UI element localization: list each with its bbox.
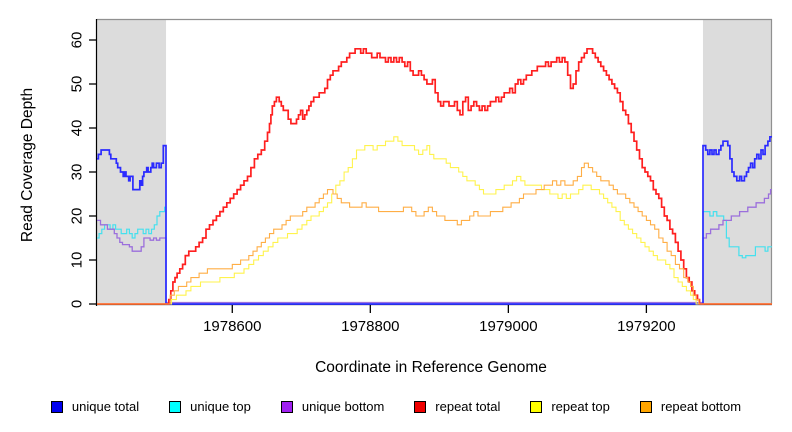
y-tick-label: 60 bbox=[69, 32, 86, 49]
legend-label: unique total bbox=[71, 399, 140, 414]
legend-swatch-unique-bottom bbox=[280, 400, 293, 413]
y-tick-label: 50 bbox=[69, 76, 86, 93]
legend-item-repeat-total: repeat total bbox=[414, 399, 500, 414]
legend-item-repeat-bottom: repeat bottom bbox=[639, 399, 742, 414]
legend-swatch-repeat-total bbox=[414, 400, 427, 413]
y-tick-label: 30 bbox=[69, 164, 86, 181]
y-tick-label: 20 bbox=[69, 208, 86, 225]
y-tick-label: 0 bbox=[69, 300, 86, 308]
series-repeat-bottom bbox=[97, 162, 772, 305]
legend-label: unique top bbox=[190, 399, 251, 414]
y-tick-label: 40 bbox=[69, 120, 86, 137]
x-tick-label: 1979200 bbox=[617, 318, 675, 335]
legend-item-unique-bottom: unique bottom bbox=[280, 399, 385, 414]
y-tick-label: 10 bbox=[69, 252, 86, 269]
legend-item-unique-total: unique total bbox=[50, 399, 140, 414]
legend-label: repeat bottom bbox=[660, 399, 742, 414]
x-axis-title: Coordinate in Reference Genome bbox=[315, 359, 547, 376]
series-repeat-top bbox=[97, 136, 772, 305]
shaded-region-1 bbox=[702, 19, 772, 304]
legend-swatch-unique-total bbox=[50, 400, 63, 413]
legend-swatch-unique-top bbox=[169, 400, 182, 413]
legend-label: repeat total bbox=[435, 399, 501, 414]
x-tick-label: 1979000 bbox=[479, 318, 537, 335]
shaded-region-0 bbox=[97, 19, 167, 304]
series-unique-top bbox=[97, 206, 772, 305]
series-unique-bottom bbox=[97, 188, 772, 304]
x-tick-label: 1978600 bbox=[203, 318, 261, 335]
legend-swatch-repeat-top bbox=[530, 400, 543, 413]
x-tick-label: 1978800 bbox=[341, 318, 399, 335]
legend-item-unique-top: unique top bbox=[169, 399, 251, 414]
legend-swatch-repeat-bottom bbox=[639, 400, 652, 413]
legend-label: unique bottom bbox=[301, 399, 385, 414]
y-axis-title: Read Coverage Depth bbox=[19, 87, 36, 243]
legend-item-repeat-top: repeat top bbox=[530, 399, 610, 414]
legend: unique total unique top unique bottom repea… bbox=[0, 399, 792, 414]
series-repeat-total bbox=[97, 47, 772, 305]
legend-label: repeat top bbox=[551, 399, 610, 414]
